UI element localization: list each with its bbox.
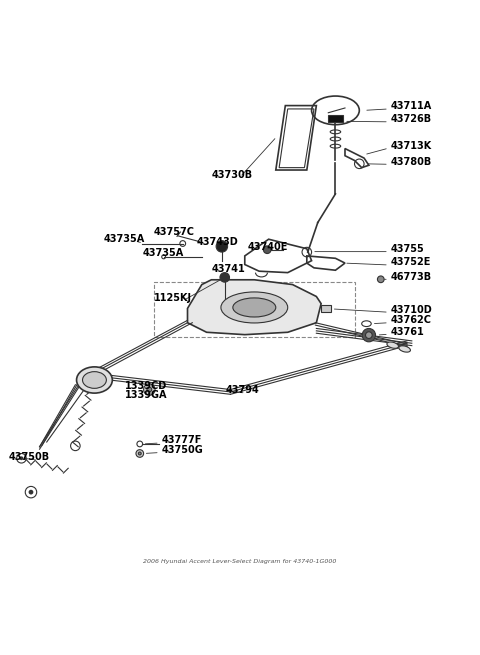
Ellipse shape <box>399 346 410 352</box>
Text: 43777F: 43777F <box>161 435 202 445</box>
Ellipse shape <box>387 342 398 348</box>
Circle shape <box>147 387 152 392</box>
Text: 1125KJ: 1125KJ <box>154 293 192 303</box>
Text: 43750B: 43750B <box>9 452 49 462</box>
Circle shape <box>144 384 155 395</box>
Bar <box>328 115 343 122</box>
Text: 43780B: 43780B <box>390 157 432 167</box>
Circle shape <box>216 240 228 252</box>
Ellipse shape <box>83 371 107 388</box>
Circle shape <box>264 246 271 253</box>
Ellipse shape <box>233 298 276 317</box>
Text: 43735A: 43735A <box>104 234 145 244</box>
Text: 43740E: 43740E <box>247 242 288 252</box>
Text: 46773B: 46773B <box>390 272 432 282</box>
Text: 43710D: 43710D <box>390 305 432 314</box>
Circle shape <box>29 490 34 495</box>
Polygon shape <box>188 280 321 335</box>
Ellipse shape <box>76 367 112 393</box>
Text: 43711A: 43711A <box>390 102 432 111</box>
Text: 43761: 43761 <box>390 327 424 337</box>
Circle shape <box>362 328 375 342</box>
Text: 43757C: 43757C <box>154 227 195 237</box>
Circle shape <box>136 450 144 457</box>
Bar <box>321 305 331 312</box>
Text: 43794: 43794 <box>226 385 259 396</box>
Text: 1339GA: 1339GA <box>124 390 167 400</box>
Text: 43713K: 43713K <box>390 141 432 151</box>
Text: 43743D: 43743D <box>197 237 239 247</box>
Text: 43741: 43741 <box>211 264 245 274</box>
Circle shape <box>377 276 384 283</box>
Circle shape <box>220 272 229 282</box>
Text: 43755: 43755 <box>390 244 424 254</box>
Text: 43735A: 43735A <box>142 248 183 258</box>
Ellipse shape <box>221 292 288 323</box>
Text: 2006 Hyundai Accent Lever-Select Diagram for 43740-1G000: 2006 Hyundai Accent Lever-Select Diagram… <box>144 559 336 564</box>
Text: 43762C: 43762C <box>390 315 432 325</box>
Text: 43752E: 43752E <box>390 257 431 267</box>
Circle shape <box>365 332 372 339</box>
Text: 43750G: 43750G <box>161 445 203 455</box>
Text: 1339CD: 1339CD <box>124 381 167 391</box>
Circle shape <box>20 457 24 460</box>
Circle shape <box>138 452 141 455</box>
Bar <box>154 282 355 337</box>
Text: 43726B: 43726B <box>390 114 432 124</box>
Text: 43730B: 43730B <box>211 170 252 179</box>
